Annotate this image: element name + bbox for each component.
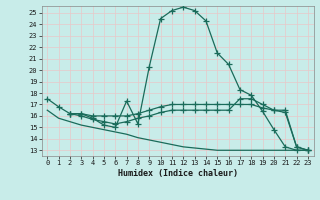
X-axis label: Humidex (Indice chaleur): Humidex (Indice chaleur) <box>118 169 237 178</box>
